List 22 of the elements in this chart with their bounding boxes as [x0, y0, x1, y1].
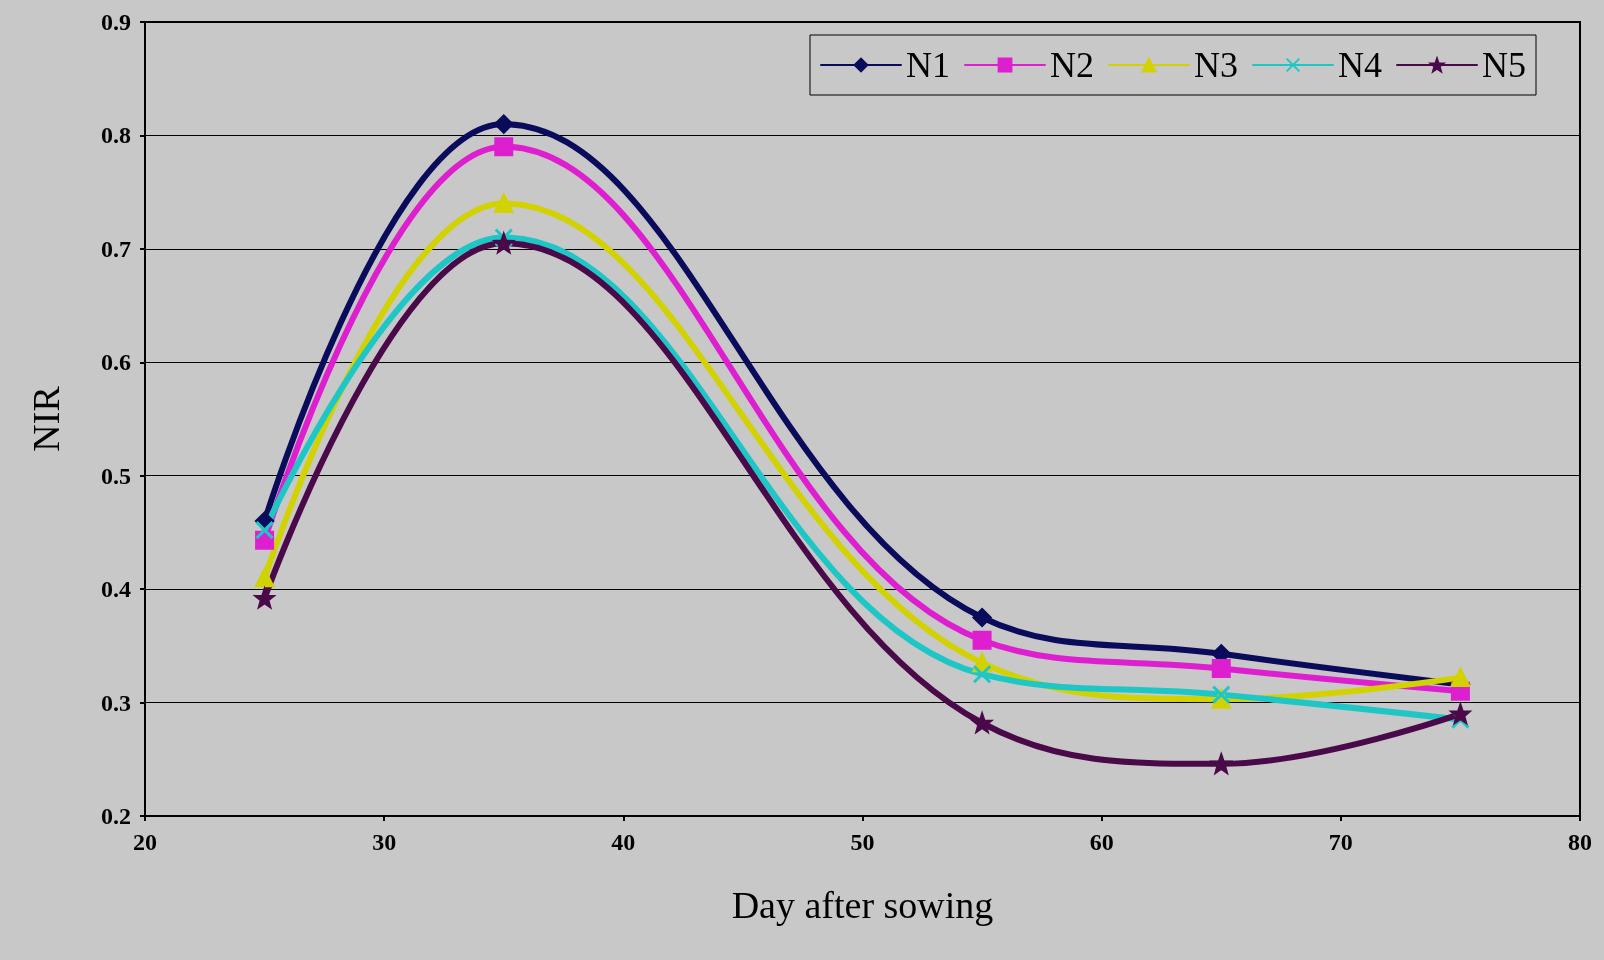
x-tick-label: 60: [1089, 829, 1114, 855]
x-tick-label: 80: [1568, 829, 1592, 855]
legend-label: N4: [1338, 45, 1382, 85]
y-tick-label: 0.2: [101, 803, 131, 829]
legend-label: N2: [1050, 45, 1095, 85]
x-axis-title: Day after sowing: [731, 884, 994, 926]
y-tick-label: 0.8: [101, 122, 131, 149]
x-tick-label: 20: [133, 829, 157, 855]
legend-label: N5: [1482, 45, 1526, 85]
y-tick-label: 0.4: [101, 576, 131, 603]
y-tick-label: 0.9: [101, 9, 131, 35]
y-axis-title: NIR: [25, 385, 67, 452]
x-tick-label: 70: [1328, 829, 1353, 855]
y-tick-label: 0.7: [101, 235, 131, 262]
legend-label: N1: [906, 45, 951, 85]
legend-label: N3: [1194, 45, 1239, 85]
y-tick-label: 0.6: [101, 349, 131, 376]
y-tick-label: 0.5: [101, 462, 131, 489]
x-tick-label: 30: [372, 829, 397, 855]
x-tick-label: 50: [850, 829, 875, 855]
y-tick-label: 0.3: [101, 689, 131, 716]
x-tick-label: 40: [611, 829, 636, 855]
